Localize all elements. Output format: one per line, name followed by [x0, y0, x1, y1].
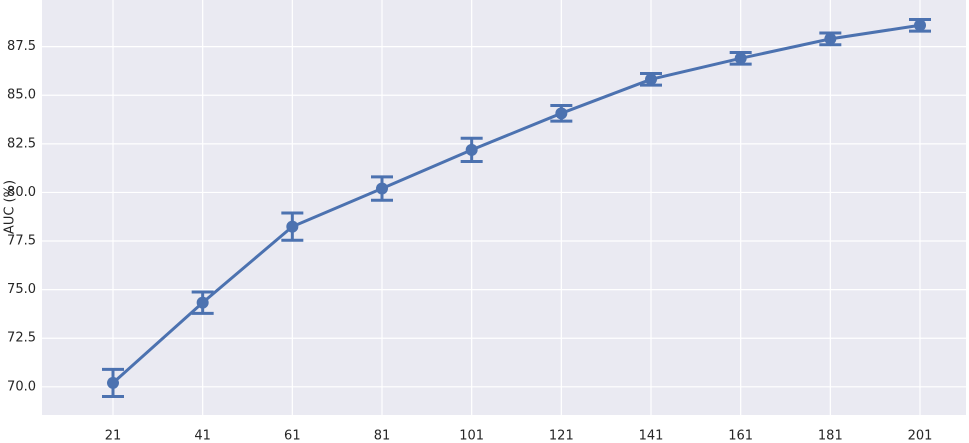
y-axis-label: AUC (%) [3, 180, 18, 234]
point [824, 32, 837, 45]
x-tick-label: 181 [818, 429, 843, 443]
point [107, 376, 119, 389]
x-tick-label: 121 [549, 429, 574, 443]
y-tick-label: 87.5 [7, 39, 36, 54]
y-tick-label: 85.0 [7, 88, 36, 103]
point [914, 19, 926, 32]
point [286, 220, 299, 233]
point [734, 52, 747, 65]
x-tick-label: 21 [105, 429, 122, 443]
y-tick-label: 82.5 [7, 136, 36, 151]
y-tick-label: 77.5 [7, 234, 36, 249]
x-tick-label: 61 [284, 429, 301, 443]
y-tick-label: 70.0 [7, 379, 36, 394]
line [111, 23, 921, 385]
x-tick-label: 161 [728, 429, 753, 443]
x-tick-label: 141 [639, 429, 664, 443]
point [465, 143, 478, 156]
point [196, 296, 209, 309]
plot-background [42, 0, 966, 415]
x-tick-label: 201 [908, 429, 933, 443]
y-tick-label: 80.0 [7, 185, 36, 200]
x-tick-label: 81 [374, 429, 391, 443]
point [645, 73, 657, 86]
y-tick-label: 72.5 [7, 331, 36, 346]
y-tick-label: 75.0 [7, 282, 36, 297]
x-tick-label: 101 [459, 429, 484, 443]
point [376, 182, 388, 195]
point [555, 107, 568, 120]
x-tick-label: 41 [194, 429, 211, 443]
